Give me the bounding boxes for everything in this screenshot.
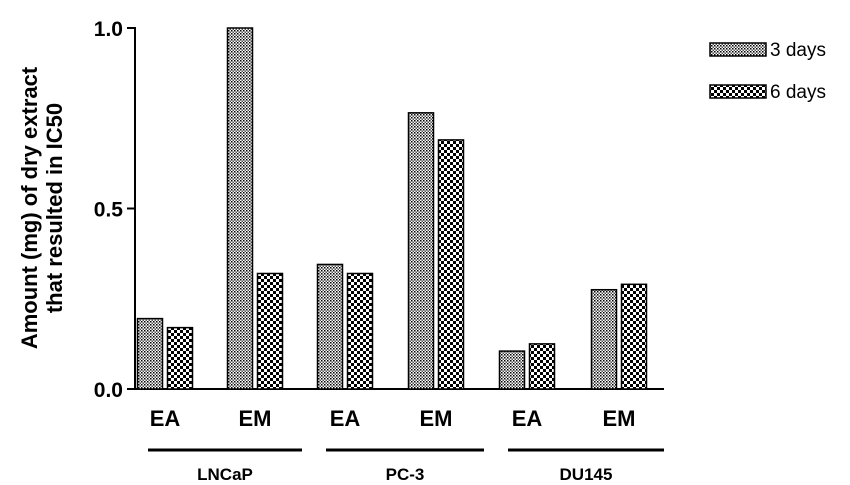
bar-6-days-3 [437,139,465,390]
legend-swatch [709,84,767,99]
bar-3-days-4 [498,350,526,390]
bar-6-days-2 [346,272,374,390]
bar-3-days-2 [316,263,344,390]
bar-3-days-3 [407,112,435,390]
y-tick-label: 0.0 [94,379,123,402]
legend: 3 days 6 days [709,40,826,103]
y-axis-title-line-2: that resulted in IC50 [42,103,67,313]
y-tick-label: 0.5 [94,199,124,222]
x-category-label: EA [330,406,361,431]
x-category-label: EA [512,406,543,431]
legend-label: 3 days [770,40,826,61]
y-axis-title: Amount (mg) of dry extract that resulted… [17,66,67,349]
group-label: LNCaP [197,465,253,484]
bar-6-days-0 [166,326,194,390]
plot-area: 0.0 0.5 1.0 EA EM EA EM EA EM LNCaP PC-3 DU145 [94,18,664,484]
y-tick-label: 1.0 [94,18,123,41]
legend-swatch [709,42,767,57]
x-category-label: EM [420,406,453,431]
x-category-label: EM [603,406,636,431]
bar-6-days-1 [256,272,284,390]
bar-3-days-5 [590,288,618,390]
bar-6-days-4 [528,343,556,390]
legend-label: 6 days [770,82,826,103]
group-label: DU145 [560,465,613,484]
y-axis-title-line-1: Amount (mg) of dry extract [17,66,42,349]
bar-3-days-0 [136,317,164,390]
group-label: PC-3 [386,465,425,484]
x-category-label: EA [150,406,181,431]
bar-6-days-5 [620,283,648,390]
x-category-label: EM [239,406,272,431]
bar-3-days-1 [226,27,254,390]
